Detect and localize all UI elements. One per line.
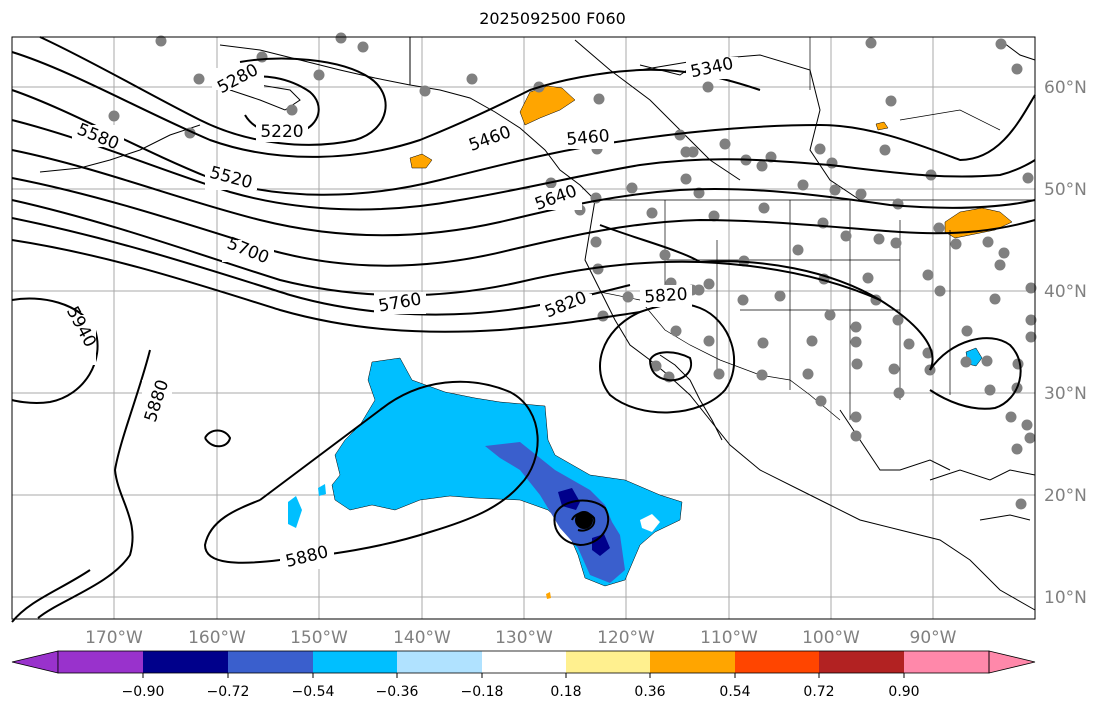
colorbar-tick-label: −0.72 [207, 684, 250, 700]
lon-label: 150°W [290, 628, 348, 648]
colorbar-segment [482, 651, 566, 673]
lon-label: 110°W [700, 628, 758, 648]
colorbar-extend-high [988, 650, 1036, 674]
colorbar-segment [228, 651, 313, 673]
colorbar-segment [397, 651, 482, 673]
lat-label: 10°N [1044, 588, 1087, 608]
colorbar-tick-label: −0.54 [292, 684, 335, 700]
lat-label: 40°N [1044, 282, 1087, 302]
station-dots [108, 32, 1037, 510]
colorbar-tick-label: 0.54 [719, 684, 750, 700]
map-frame [11, 36, 1036, 620]
lon-label: 160°W [188, 628, 246, 648]
lon-label: 120°W [597, 628, 655, 648]
lon-label: 100°W [802, 628, 860, 648]
lat-label: 30°N [1044, 384, 1087, 404]
lon-label: 140°W [393, 628, 451, 648]
colorbar-extend-low [11, 650, 59, 674]
colorbar-segment [143, 651, 228, 673]
colorbar-tick-label: 0.72 [803, 684, 834, 700]
map-title: 2025092500 F060 [479, 9, 626, 28]
lat-label: 50°N [1044, 180, 1087, 200]
colorbar-segment [313, 651, 397, 673]
colorbar-segment [566, 651, 650, 673]
colorbar-tick-label: 0.90 [888, 684, 919, 700]
longitude-labels: 170°W 160°W 150°W 140°W 130°W 120°W 110°… [85, 628, 957, 648]
contour-label: 5220 [260, 122, 303, 142]
colorbar-segment [819, 651, 904, 673]
colorbar-segment [904, 651, 989, 673]
lon-label: 170°W [85, 628, 143, 648]
colorbar-tick-label: 0.18 [550, 684, 581, 700]
lat-label: 60°N [1044, 78, 1087, 98]
lon-label: 130°W [495, 628, 553, 648]
lat-label: 20°N [1044, 486, 1087, 506]
anomaly-positive-shading [409, 85, 1013, 599]
colorbar: −0.90 −0.72 −0.54 −0.36 −0.18 0.18 0.36 … [11, 650, 1036, 700]
colorbar-tick-label: −0.36 [376, 684, 419, 700]
colorbar-tick-label: −0.18 [461, 684, 504, 700]
colorbar-segment [735, 651, 819, 673]
colorbar-segment [650, 651, 735, 673]
lon-label: 90°W [910, 628, 957, 648]
colorbar-tick-label: 0.36 [634, 684, 665, 700]
contour-label: 5460 [566, 126, 611, 150]
colorbar-tick-label: −0.90 [122, 684, 165, 700]
colorbar-segment [58, 651, 143, 673]
latitude-labels: 60°N 50°N 40°N 30°N 20°N 10°N [1044, 78, 1087, 608]
storm-center-marker [575, 511, 593, 529]
contour-label: 5820 [644, 285, 689, 308]
